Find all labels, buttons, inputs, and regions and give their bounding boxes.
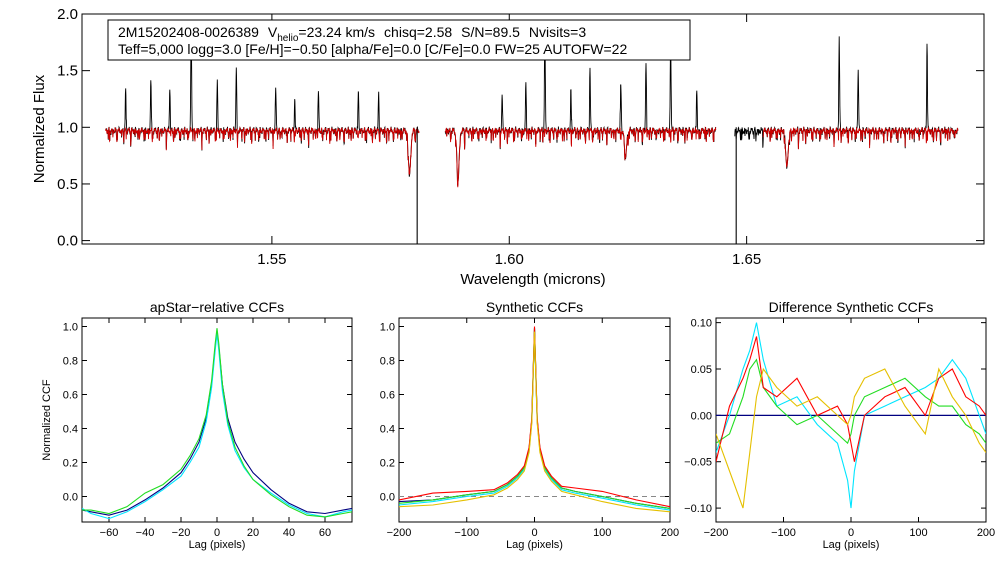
x-tick-label: 0	[531, 527, 537, 539]
model-spectrum-line	[444, 126, 717, 188]
apstar-ccf-chart: −60 −40 −20 0 20 40 60 0.0 0.2 0.4 0.6 0.8 1.0 apStar…	[41, 299, 353, 551]
x-axis-title: Lag (pixels)	[823, 539, 880, 551]
spectrum-chart: 1.55 1.60 1.65 0.0 0.5 1.0 1.5 2.0 Wavelength (m…	[31, 6, 985, 288]
info-line-2: Teff=5,000 logg=3.0 [Fe/H]=−0.50 [alpha/…	[118, 41, 627, 57]
y-tick-label: −0.10	[684, 503, 712, 515]
plot-frame	[715, 317, 987, 523]
x-tick-label: 100	[909, 527, 927, 539]
visit1-ccf-line	[399, 328, 670, 509]
x-tick-label: −60	[100, 527, 119, 539]
visit3-ccf-line	[716, 358, 986, 445]
y-tick-label: 1.0	[63, 322, 78, 334]
y-tick-label: 1.0	[57, 119, 78, 136]
visit2-ccf-line	[399, 329, 670, 511]
x-tick-label: −100	[771, 527, 796, 539]
chart-title: apStar−relative CCFs	[150, 299, 284, 315]
y-tick-label: 2.0	[57, 6, 78, 23]
chart-title: Difference Synthetic CCFs	[769, 299, 934, 315]
y-tick-label: 0.00	[691, 410, 712, 422]
info-star-id: 2M15202408-0026389	[118, 24, 259, 40]
x-tick-label: −40	[136, 527, 155, 539]
info-v-value: =23.24 km/s	[298, 24, 375, 40]
y-tick-label: 0.05	[691, 364, 712, 376]
info-box: 2M15202408-0026389 Vhelio=23.24 km/s chisq…	[107, 19, 691, 61]
y-tick-label: 1.0	[380, 322, 395, 334]
x-axis-title: Wavelength (microns)	[460, 271, 605, 288]
y-tick-label: 1.5	[57, 63, 78, 80]
y-tick-label: 0.10	[691, 318, 712, 330]
visit5-ccf-line	[399, 331, 670, 513]
x-tick-label: 1.55	[257, 251, 286, 268]
plot-frame	[81, 13, 985, 245]
y-tick-label: 0.0	[57, 233, 78, 250]
x-axis-title: Lag (pixels)	[189, 539, 246, 551]
difference-ccf-chart: −200 −100 0 100 200 −0.10 −0.05 0.00 0.05 0.10 Dif…	[684, 299, 995, 551]
y-tick-label: 0.4	[63, 424, 78, 436]
visit5-ccf-line	[716, 367, 986, 509]
y-tick-label: 0.8	[380, 356, 395, 368]
y-tick-label: 0.8	[63, 356, 78, 368]
visit1-ccf-line	[82, 331, 352, 516]
y-axis-title: Normalized Flux	[31, 74, 48, 183]
y-tick-label: 0.2	[63, 458, 78, 470]
plot-frame	[81, 317, 353, 523]
x-tick-label: 1.60	[495, 251, 524, 268]
x-tick-label: 100	[593, 527, 611, 539]
info-box-frame	[107, 19, 691, 61]
panel-plot-area	[399, 326, 670, 513]
y-tick-label: 0.0	[380, 492, 395, 504]
model-spectrum-line	[762, 126, 959, 168]
model-spectrum-line	[105, 126, 420, 175]
visit2-ccf-line	[82, 333, 352, 520]
visit3-ccf-line	[82, 328, 352, 518]
x-tick-label: 1.65	[732, 251, 761, 268]
synthetic-ccf-chart: −200 −100 0 100 200 0.0 0.2 0.4 0.6 0.8 1.0 Synthet…	[380, 299, 679, 551]
panel-plot-area	[716, 322, 986, 509]
chart-title: Synthetic CCFs	[486, 299, 583, 315]
y-tick-label: 0.2	[380, 458, 395, 470]
x-tick-label: 40	[283, 527, 295, 539]
y-tick-label: 0.0	[63, 492, 78, 504]
x-tick-label: 0	[214, 527, 220, 539]
visit4-ccf-line	[399, 326, 670, 508]
x-tick-label: 20	[247, 527, 259, 539]
x-tick-label: 0	[848, 527, 854, 539]
visit2-ccf-line	[716, 322, 986, 509]
x-tick-label: 200	[977, 527, 995, 539]
panel-plot-area	[82, 328, 352, 520]
y-axis-title: Normalized CCF	[41, 379, 53, 461]
x-tick-label: 60	[319, 527, 331, 539]
info-snr: S/N=89.5	[461, 24, 520, 40]
x-axis-title: Lag (pixels)	[506, 539, 563, 551]
visit4-ccf-line	[716, 336, 986, 462]
y-tick-label: 0.5	[57, 176, 78, 193]
x-tick-label: 200	[661, 527, 679, 539]
y-tick-label: 0.6	[63, 390, 78, 402]
observed-spectrum-line	[734, 36, 959, 169]
y-tick-label: 0.6	[380, 390, 395, 402]
info-v-subscript: helio	[277, 33, 299, 44]
x-tick-label: −200	[387, 527, 412, 539]
info-v-symbol: V	[268, 24, 278, 40]
x-tick-label: −200	[704, 527, 729, 539]
y-tick-label: 0.4	[380, 424, 395, 436]
y-tick-label: −0.05	[684, 457, 712, 469]
visit3-ccf-line	[399, 328, 670, 509]
x-tick-label: −100	[454, 527, 479, 539]
info-chisq: chisq=2.58	[384, 24, 452, 40]
info-nvisits: Nvisits=3	[529, 24, 586, 40]
info-line-1: 2M15202408-0026389 Vhelio=23.24 km/s chisq…	[118, 24, 586, 44]
x-tick-label: −20	[172, 527, 191, 539]
